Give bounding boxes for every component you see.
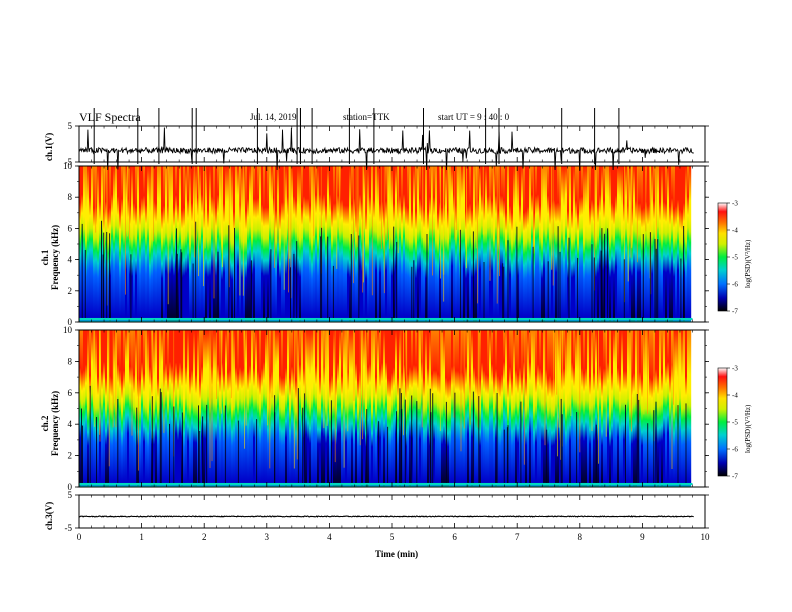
colorbar-tick-label: -4 [732,392,738,400]
colorbar-tick-label: -5 [732,419,738,427]
y-tick-label: -5 [65,523,73,533]
x-tick-label: 7 [515,532,520,542]
y-tick-label: 5 [68,121,73,131]
colorbar-tick-label: -4 [732,227,738,235]
colorbar-tick-label: -5 [732,254,738,262]
panel-frame-0 [78,125,706,163]
y-tick-label: 2 [68,286,73,296]
ch3-waveform-trace [78,515,694,518]
y-tick-label: 8 [68,356,73,366]
y-tick-label: 4 [68,419,73,429]
colorbar-tick-label: -6 [732,281,738,289]
ch3-wave-ylabel: ch.3(V) [44,501,54,530]
ch2-spec-ylabel: ch.2 Frequency (kHz) [40,390,60,456]
x-tick-label: 8 [578,532,583,542]
colorbar-tick-label: -6 [732,446,738,454]
y-tick-label: 10 [63,161,73,171]
colorbar-tick-label: -3 [732,200,738,208]
colorbar2-label: log(PSD)(V²/Hz) [744,404,752,453]
spectrogram-2 [79,330,705,487]
header-date: Jul. 14, 2019 [250,112,297,122]
colorbar-1 [717,202,728,312]
x-tick-label: 3 [265,532,270,542]
colorbar1-label: log(PSD)(V²/Hz) [744,239,752,288]
colorbar-tick-label: -7 [732,473,738,481]
y-tick-label: 2 [68,451,73,461]
y-tick-label: 4 [68,255,73,265]
ch1-spec-ylabel: ch.1 Frequency (kHz) [40,224,60,290]
x-tick-label: 6 [452,532,457,542]
x-tick-label: 2 [202,532,207,542]
figure-title: VLF Spectra [79,110,141,124]
colorbar-tick-label: -7 [732,308,738,316]
ch1-waveform-trace [78,127,694,171]
y-tick-label: 10 [63,325,73,335]
header-station: station=TTK [343,112,390,122]
y-tick-label: 8 [68,192,73,202]
y-tick-label: 5 [68,490,73,500]
y-tick-label: -5 [65,157,73,167]
spectrogram-1 [79,166,705,322]
y-tick-label: 0 [68,482,73,492]
y-tick-label: 0 [68,317,73,327]
colorbar-2 [717,367,728,477]
x-tick-label: 9 [640,532,645,542]
x-tick-label: 5 [390,532,395,542]
x-axis-label: Time (min) [375,549,419,559]
y-tick-label: 6 [68,388,73,398]
header-start-time: start UT = 9 : 40 : 0 [438,112,510,122]
x-tick-label: 4 [327,532,332,542]
x-tick-label: 1 [139,532,144,542]
x-tick-label: 0 [77,532,82,542]
y-tick-label: 6 [68,223,73,233]
x-tick-label: 10 [701,532,711,542]
colorbar-tick-label: -3 [732,365,738,373]
ch1-wave-ylabel: ch.1(V) [44,132,54,161]
